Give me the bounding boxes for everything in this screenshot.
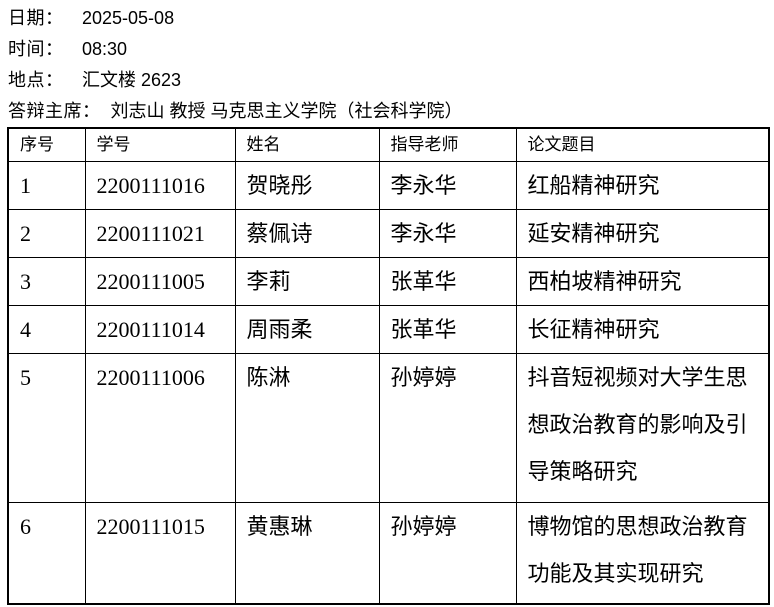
cell-name: 周雨柔 xyxy=(234,304,380,354)
cell-thesis-title: 长征精神研究 xyxy=(515,304,770,354)
table-row: 6 2200111015 黄惠琳 孙婷婷 博物馆的思想政治教育功能及其实现研究 xyxy=(7,501,770,605)
info-line-chair: 答辩主席： 刘志山 教授 马克思主义学院（社会科学院） xyxy=(8,96,774,127)
cell-thesis-title: 延安精神研究 xyxy=(515,208,770,258)
col-header-name: 姓名 xyxy=(234,127,380,162)
info-line-location: 地点： 汇文楼 2623 xyxy=(8,65,774,96)
cell-advisor: 张革华 xyxy=(378,304,517,354)
defense-info-block: 日期： 2025-05-08 时间： 08:30 地点： 汇文楼 2623 答辩主席：… xyxy=(8,3,774,127)
cell-student-id: 2200111005 xyxy=(84,256,236,306)
cell-name: 蔡佩诗 xyxy=(234,208,380,258)
chair-label: 答辩主席： xyxy=(8,101,101,121)
location-value: 汇文楼 2623 xyxy=(82,70,182,90)
cell-thesis-title: 抖音短视频对大学生思想政治教育的影响及引导策略研究 xyxy=(515,352,770,503)
cell-student-id: 2200111006 xyxy=(84,352,236,503)
cell-index: 2 xyxy=(7,208,86,258)
time-value: 08:30 xyxy=(82,39,128,59)
cell-index: 1 xyxy=(7,160,86,210)
cell-index: 5 xyxy=(7,352,86,503)
cell-student-id: 2200111014 xyxy=(84,304,236,354)
cell-index: 3 xyxy=(7,256,86,306)
cell-name: 陈淋 xyxy=(234,352,380,503)
table-row: 3 2200111005 李莉 张革华 西柏坡精神研究 xyxy=(7,256,770,306)
defense-schedule-table: 序号 学号 姓名 指导老师 论文题目 1 2200111016 贺晓彤 李永华 … xyxy=(7,127,770,605)
cell-advisor: 李永华 xyxy=(378,208,517,258)
cell-index: 4 xyxy=(7,304,86,354)
location-label: 地点： xyxy=(8,70,64,90)
table-row: 2 2200111021 蔡佩诗 李永华 延安精神研究 xyxy=(7,208,770,258)
date-label: 日期： xyxy=(8,8,64,28)
info-line-date: 日期： 2025-05-08 xyxy=(8,3,774,34)
col-header-thesis-title: 论文题目 xyxy=(515,127,770,162)
table-row: 4 2200111014 周雨柔 张革华 长征精神研究 xyxy=(7,304,770,354)
table-header-row: 序号 学号 姓名 指导老师 论文题目 xyxy=(7,127,770,162)
chair-value: 刘志山 教授 马克思主义学院（社会科学院） xyxy=(110,101,463,121)
cell-thesis-title: 博物馆的思想政治教育功能及其实现研究 xyxy=(515,501,770,605)
cell-advisor: 孙婷婷 xyxy=(378,501,517,605)
cell-thesis-title: 红船精神研究 xyxy=(515,160,770,210)
date-value: 2025-05-08 xyxy=(82,8,175,28)
cell-advisor: 孙婷婷 xyxy=(378,352,517,503)
cell-advisor: 李永华 xyxy=(378,160,517,210)
table-row: 1 2200111016 贺晓彤 李永华 红船精神研究 xyxy=(7,160,770,210)
cell-name: 李莉 xyxy=(234,256,380,306)
cell-name: 黄惠琳 xyxy=(234,501,380,605)
col-header-student-id: 学号 xyxy=(84,127,236,162)
cell-advisor: 张革华 xyxy=(378,256,517,306)
cell-name: 贺晓彤 xyxy=(234,160,380,210)
cell-student-id: 2200111021 xyxy=(84,208,236,258)
col-header-index: 序号 xyxy=(7,127,86,162)
col-header-advisor: 指导老师 xyxy=(378,127,517,162)
cell-student-id: 2200111016 xyxy=(84,160,236,210)
table-row: 5 2200111006 陈淋 孙婷婷 抖音短视频对大学生思想政治教育的影响及引… xyxy=(7,352,770,503)
cell-student-id: 2200111015 xyxy=(84,501,236,605)
cell-thesis-title: 西柏坡精神研究 xyxy=(515,256,770,306)
cell-index: 6 xyxy=(7,501,86,605)
info-line-time: 时间： 08:30 xyxy=(8,34,774,65)
time-label: 时间： xyxy=(8,39,64,59)
